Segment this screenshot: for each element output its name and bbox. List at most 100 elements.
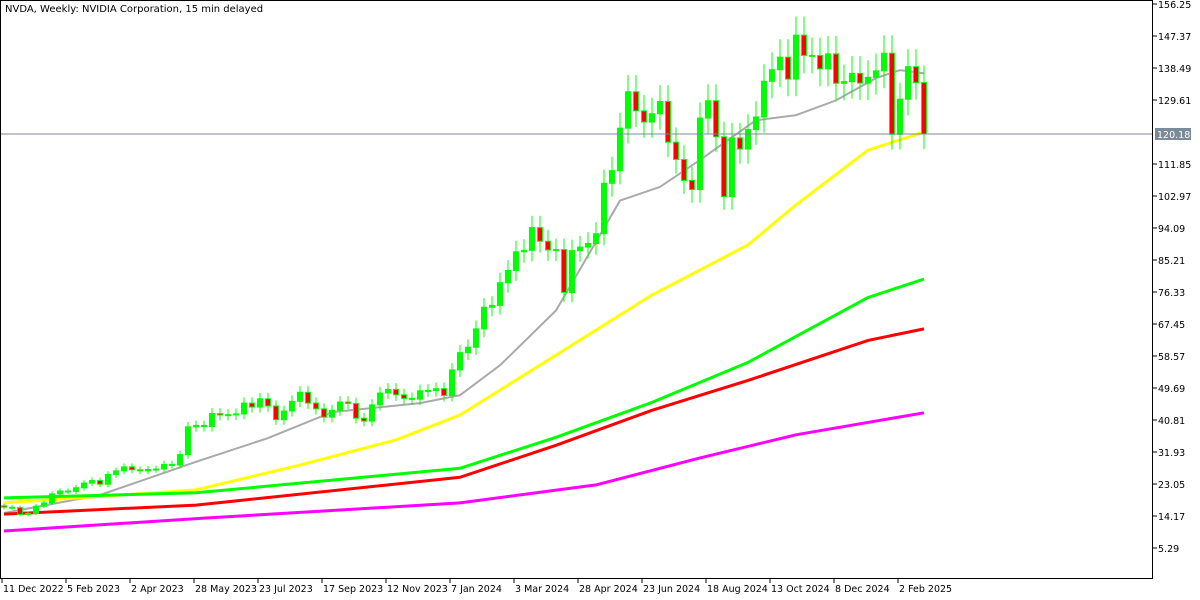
candle-body-bear (665, 100, 671, 143)
candle (889, 35, 895, 150)
candles (1, 16, 927, 517)
candle (385, 383, 391, 400)
candle-body-bull (489, 304, 495, 308)
candle (233, 408, 239, 420)
candle-body-bull (49, 493, 55, 504)
candle (481, 298, 487, 338)
moving-averages (3, 69, 925, 533)
candle (1, 503, 7, 510)
time-axis[interactable]: 11 Dec 2022 5 Feb 2023 2 Apr 2023 28 May 20… (1, 579, 952, 595)
candle-body-bull (297, 391, 303, 402)
candle-body-bear (265, 398, 271, 407)
candle (513, 240, 519, 281)
candle (337, 396, 343, 416)
candle-body-bull (697, 117, 703, 191)
candle-body-bull (41, 502, 47, 507)
candle (377, 386, 383, 411)
candle (281, 405, 287, 425)
candle-body-bull (897, 98, 903, 135)
candle (409, 392, 415, 406)
y-tick-label: 58.57 (1158, 352, 1185, 363)
candle (121, 463, 127, 475)
candle-body-bear (561, 249, 567, 293)
candle-body-bull (209, 413, 215, 428)
candle-body-bull (161, 463, 167, 470)
candle (665, 85, 671, 158)
candle-body-bull (185, 426, 191, 456)
y-tick-label: 67.45 (1158, 320, 1185, 331)
x-tick-label: 28 May 2023 (195, 584, 257, 595)
candle (17, 505, 23, 517)
candle-body-bull (529, 227, 535, 251)
candle (289, 395, 295, 417)
candle-body-bear (801, 34, 807, 56)
candle-body-bull (569, 250, 575, 293)
y-tick-label: 14.17 (1158, 512, 1185, 523)
candle-body-bear (641, 110, 647, 123)
candle-body-bear (785, 56, 791, 80)
candle-body-bull (521, 249, 527, 253)
candle (825, 35, 831, 87)
price-axis[interactable]: 156.25 147.37 138.49 129.61 111.85 102.97 94.0… (1153, 0, 1191, 555)
candle (801, 16, 807, 74)
x-tick-label: 8 Dec 2024 (835, 584, 890, 595)
candle (561, 238, 567, 303)
candle-body-bull (433, 388, 439, 391)
candle (73, 485, 79, 495)
candle-body-bull (377, 392, 383, 406)
candle (129, 463, 135, 474)
candle-body-bull (329, 409, 335, 418)
candle (577, 235, 583, 262)
candle-body-bull (57, 490, 63, 495)
candle-body-bear (345, 401, 351, 404)
candle-body-bull (121, 466, 127, 472)
candle-body-bear (129, 466, 135, 471)
x-tick-label: 23 Jul 2023 (259, 584, 313, 595)
candle (905, 49, 911, 116)
candle-body-bull (793, 34, 799, 80)
candle-body-bull (281, 410, 287, 421)
x-tick-label: 3 Mar 2024 (515, 584, 569, 595)
candle-body-bull (745, 129, 751, 150)
candle-body-bear (305, 391, 311, 404)
candle-body-bull (233, 413, 239, 416)
candle (673, 127, 679, 174)
candle-body-bear (857, 72, 863, 84)
candle-body-bull (417, 390, 423, 400)
candle (305, 386, 311, 409)
candle-body-bear (17, 507, 23, 515)
candle-body-bear (537, 227, 543, 242)
candle (161, 460, 167, 473)
candle (569, 239, 575, 303)
candle (681, 145, 687, 194)
candle-body-bear (313, 402, 319, 410)
candle-body-bull (177, 454, 183, 466)
candle-body-bull (25, 512, 31, 515)
x-tick-label: 28 Apr 2024 (579, 584, 638, 595)
candle (57, 488, 63, 497)
candle-body-bull (337, 401, 343, 411)
candle (49, 491, 55, 506)
candle (369, 399, 375, 427)
candle (297, 386, 303, 408)
candle-body-bull (609, 170, 615, 184)
candle (625, 75, 631, 144)
candle (89, 477, 95, 487)
y-tick-label: 94.09 (1158, 224, 1185, 235)
ma-green-line (3, 277, 925, 500)
candle-body-bull (289, 400, 295, 412)
candle (489, 296, 495, 317)
y-tick-label: 76.33 (1158, 288, 1185, 299)
candle (225, 409, 231, 421)
candle-body-bull (73, 487, 79, 492)
candle (809, 37, 815, 74)
candle-body-bull (241, 402, 247, 415)
candle (777, 39, 783, 88)
candle (201, 420, 207, 432)
candle-body-bear (689, 179, 695, 191)
candle-body-bear (249, 402, 255, 408)
plot-border (0, 0, 1153, 579)
candle-body-bull (849, 72, 855, 83)
candle-body-bull (425, 389, 431, 392)
